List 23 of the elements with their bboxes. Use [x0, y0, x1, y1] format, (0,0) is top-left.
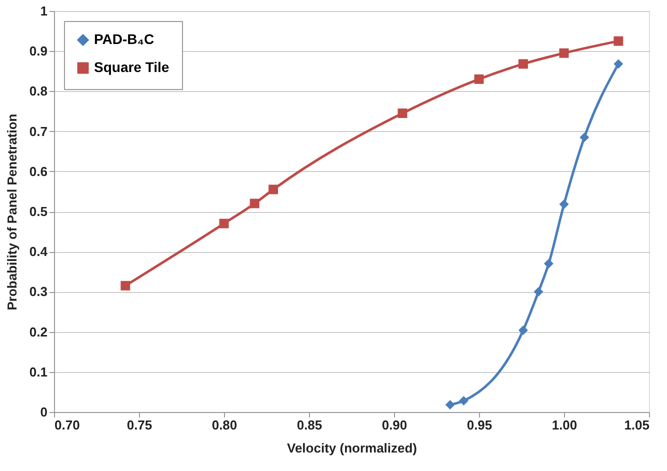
y-axis-title: Probability of Panel Penetration [4, 114, 20, 310]
x-tick-label: 0.90 [382, 418, 408, 432]
x-tick-label: 1.05 [624, 418, 650, 432]
x-tick-label: 0.75 [126, 418, 152, 432]
y-tick-label: 0 [40, 404, 48, 420]
y-tick-label: 0.5 [29, 204, 48, 219]
x-tick-label: 0.85 [296, 418, 322, 432]
y-tick-label: 0.7 [29, 124, 48, 139]
x-tick-label: 0.70 [54, 418, 80, 432]
y-tick-label: 0.2 [29, 324, 48, 340]
x-tick-label: 0.95 [466, 418, 492, 432]
y-tick-label: 0.4 [29, 244, 48, 260]
y-tick-label: 0.8 [29, 84, 48, 99]
x-tick-label: 0.80 [212, 418, 238, 432]
y-tick-label: 0.6 [29, 164, 48, 179]
y-tick-label: 1 [40, 4, 48, 18]
y-tick-label: 0.1 [29, 364, 48, 380]
x-tick-label: 1.00 [552, 418, 578, 432]
y-tick-label: 0.9 [29, 44, 48, 59]
legend-label: Square Tile [94, 59, 170, 75]
y-tick-label: 0.3 [29, 284, 48, 300]
legend-label: PAD-B₄C [94, 31, 154, 47]
x-axis-title: Velocity (normalized) [286, 440, 418, 456]
